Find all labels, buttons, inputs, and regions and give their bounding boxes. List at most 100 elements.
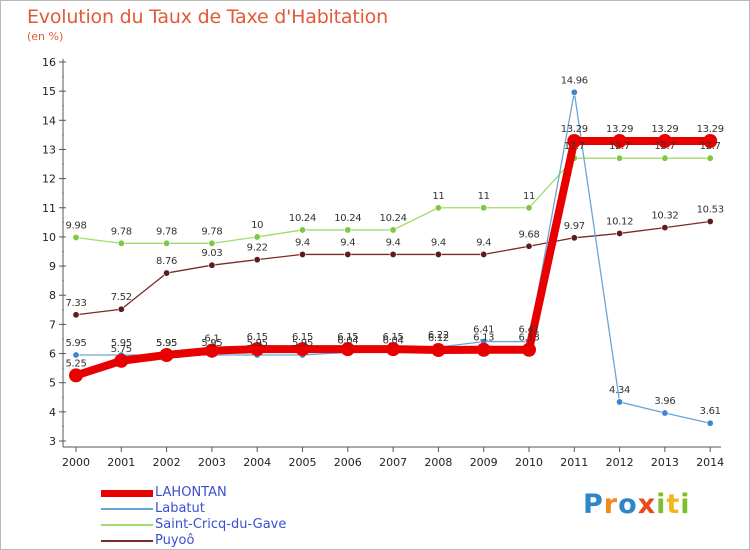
y-tick-label: 9 [49, 260, 56, 273]
data-label: 5.95 [201, 338, 222, 349]
series-point [661, 154, 669, 162]
y-tick-label: 15 [42, 85, 56, 98]
y-tick-label: 3 [49, 435, 56, 448]
x-tick-label: 2004 [243, 456, 271, 469]
series-point [570, 234, 578, 242]
y-tick-label: 12 [42, 173, 56, 186]
series-point [431, 343, 446, 358]
data-label: 8.76 [156, 256, 177, 267]
data-label: 10.32 [651, 211, 678, 222]
data-label: 10.24 [334, 213, 361, 224]
legend-label-puyoo: Puyoô [155, 533, 195, 548]
legend-swatch-labatut [101, 508, 153, 510]
data-label: 3.61 [700, 406, 721, 417]
data-label: 4.34 [609, 385, 630, 396]
data-label: 12.7 [564, 141, 585, 152]
series-point [163, 239, 171, 247]
y-tick-label: 8 [49, 289, 56, 302]
x-tick-label: 2000 [62, 456, 90, 469]
series-point [298, 226, 306, 234]
x-tick-label: 2002 [153, 456, 181, 469]
series-layer [69, 88, 718, 427]
data-label: 6.04 [337, 335, 358, 346]
data-label: 10.12 [606, 216, 633, 227]
chart-title: Evolution du Taux de Taxe d'Habitation [27, 6, 388, 28]
series-point [389, 226, 397, 234]
y-tick-label: 10 [42, 231, 56, 244]
data-label: 9.4 [431, 237, 446, 248]
series-point [434, 204, 442, 212]
series-point [706, 419, 714, 427]
legend-label-saint-cricq: Saint-Cricq-du-Gave [155, 517, 287, 532]
axis-layer: 3 4 5 6 7 8 9 10 11 12 13 14 15 16 2000 2001 2002 2003 200… [42, 56, 724, 469]
data-label: 9.78 [156, 226, 177, 237]
series-point [163, 269, 171, 277]
data-label: 9.22 [247, 243, 268, 254]
series-point [72, 311, 80, 319]
series-point [657, 134, 672, 149]
series-point [480, 204, 488, 212]
x-tick-label: 2006 [334, 456, 362, 469]
series-point [204, 343, 219, 358]
proxiti-logo: Proxiti [583, 489, 691, 520]
data-label: 9.4 [386, 237, 401, 248]
series-point [480, 250, 488, 258]
data-label: 3.96 [654, 396, 675, 407]
data-label: 9.97 [564, 221, 585, 232]
data-label: 11 [432, 191, 444, 202]
series-point [72, 351, 80, 359]
logo-letter: t [666, 489, 681, 520]
series-point [570, 88, 578, 96]
y-tick-label: 4 [49, 406, 56, 419]
series-point [616, 154, 624, 162]
data-label: 9.78 [111, 226, 132, 237]
data-label: 13.29 [561, 124, 588, 135]
data-label: 6.41 [473, 325, 494, 336]
data-label: 6.04 [383, 335, 404, 346]
data-label: 6.1 [204, 334, 219, 345]
series-point [525, 242, 533, 250]
series-point [703, 134, 718, 149]
data-label: 5.25 [65, 358, 86, 369]
data-label: 7.52 [111, 292, 132, 303]
series-point [661, 409, 669, 417]
data-label: 7.33 [65, 298, 86, 309]
series-point [340, 342, 355, 357]
series-point [525, 204, 533, 212]
logo-letter: i [680, 489, 691, 520]
data-label: 5.95 [156, 338, 177, 349]
series-point [117, 305, 125, 313]
data-label: 5.95 [156, 338, 177, 349]
series-point [250, 342, 265, 357]
series-point [69, 368, 83, 383]
data-label: 13.29 [651, 124, 678, 135]
data-label: 9.4 [476, 237, 491, 248]
data-label: 10.24 [380, 213, 407, 224]
data-label: 6.15 [292, 332, 313, 343]
series-point [72, 234, 80, 242]
data-label: 11 [523, 191, 535, 202]
x-tick-label: 2009 [470, 456, 498, 469]
data-label: 6.13 [473, 333, 494, 344]
data-label-layer: 5.255.755.95 6.1 6.15 6.15 6.15 6.15 6.12 6.13 6… [65, 75, 724, 417]
data-label: 9.03 [201, 248, 222, 259]
data-label: 6.15 [383, 332, 404, 343]
data-label: 6.15 [247, 332, 268, 343]
y-tick-label: 6 [49, 348, 56, 361]
data-label: 6.41 [518, 325, 539, 336]
legend-label-labatut: Labatut [155, 501, 205, 516]
legend-swatch-puyoo [101, 540, 153, 542]
data-label: 9.68 [518, 229, 539, 240]
logo-letter: r [603, 489, 619, 520]
series-point [159, 347, 174, 362]
x-tick-label: 2013 [651, 456, 679, 469]
legend-swatch-saint-cricq [101, 524, 153, 526]
data-label: 6.15 [337, 332, 358, 343]
logo-letter: i [656, 489, 667, 520]
series-point [616, 229, 624, 237]
x-tick-label: 2008 [424, 456, 452, 469]
x-tick-label: 2001 [107, 456, 135, 469]
data-label: 10 [251, 220, 263, 231]
y-tick-label: 16 [42, 56, 56, 69]
